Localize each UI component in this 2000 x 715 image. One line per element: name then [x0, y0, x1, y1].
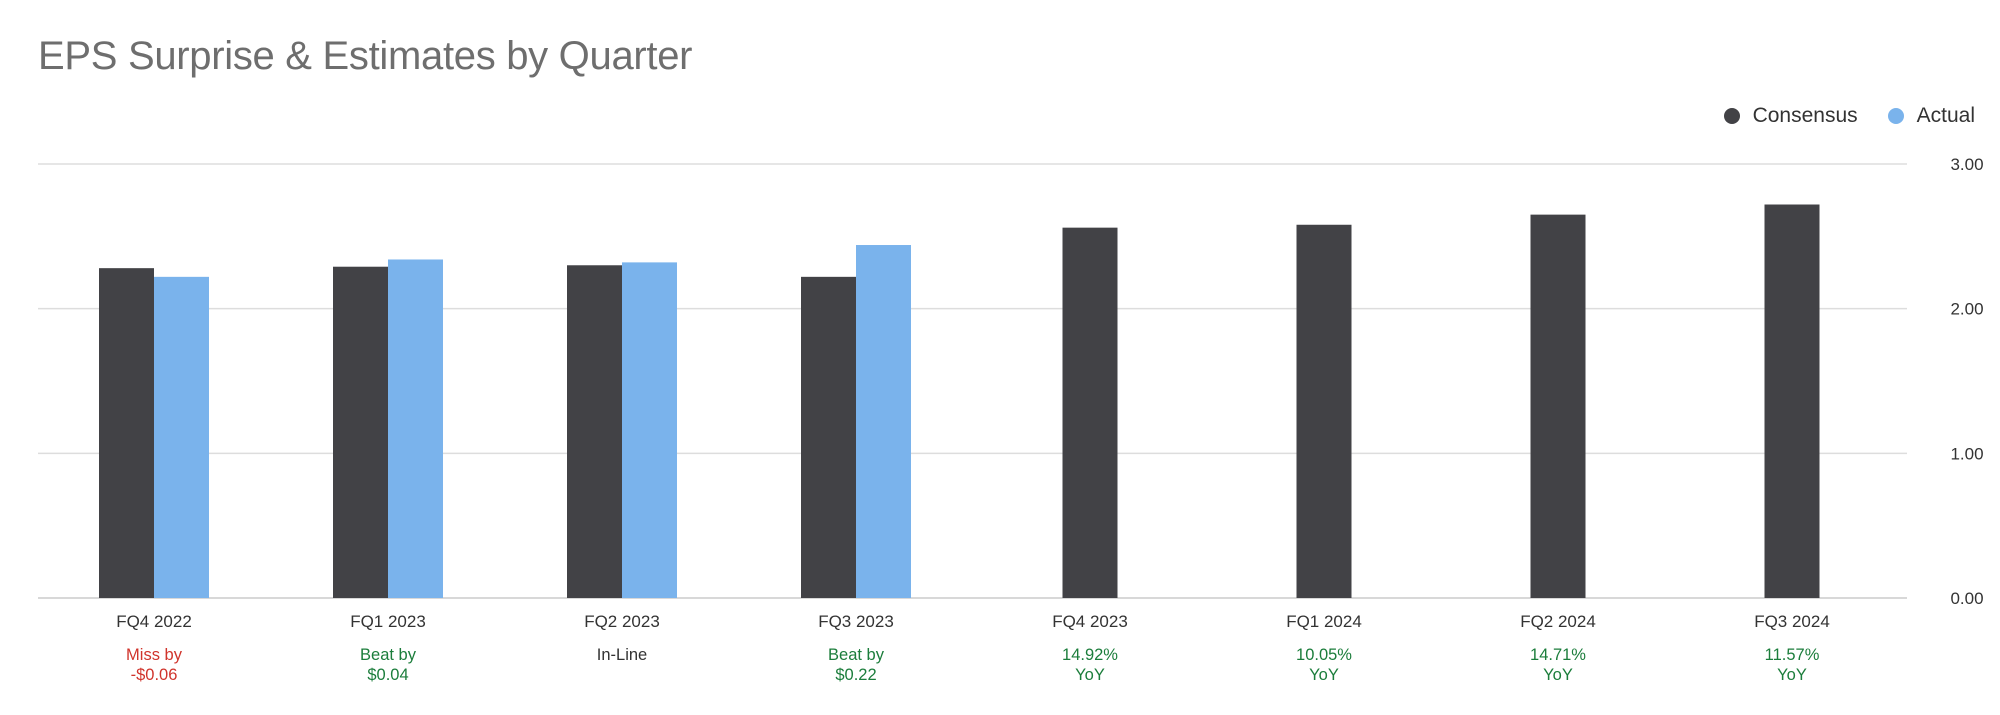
bar-consensus[interactable] [1062, 227, 1118, 599]
y-tick-label: 1.00 [1950, 444, 1983, 463]
y-tick-label: 2.00 [1950, 300, 1983, 319]
surprise-annotation: $0.22 [835, 666, 876, 684]
surprise-annotation: Beat by [360, 646, 417, 664]
surprise-annotation: Miss by [126, 646, 183, 664]
legend-item-actual[interactable]: Actual [1887, 104, 1975, 128]
surprise-annotation: YoY [1543, 666, 1573, 684]
surprise-annotation: In-Line [597, 646, 647, 664]
bar-consensus[interactable] [1530, 214, 1586, 598]
bar-actual[interactable] [856, 245, 911, 598]
surprise-annotation: $0.04 [367, 666, 408, 684]
x-tick-label: FQ2 2024 [1520, 612, 1596, 631]
x-tick-label: FQ1 2023 [350, 612, 426, 631]
x-tick-label: FQ4 2022 [116, 612, 192, 631]
surprise-annotation: YoY [1309, 666, 1339, 684]
x-tick-label: FQ1 2024 [1286, 612, 1362, 631]
surprise-annotation: 10.05% [1296, 646, 1352, 664]
surprise-annotation: -$0.06 [131, 666, 178, 684]
surprise-annotation: Beat by [828, 646, 885, 664]
surprise-annotation: 14.92% [1062, 646, 1118, 664]
x-tick-label: FQ2 2023 [584, 612, 660, 631]
x-tick-label: FQ3 2023 [818, 612, 894, 631]
surprise-annotation: YoY [1075, 666, 1105, 684]
y-tick-label: 0.00 [1950, 589, 1983, 608]
actual-swatch-icon [1887, 108, 1904, 124]
bar-actual[interactable] [154, 276, 209, 598]
legend-label-actual: Actual [1916, 104, 1975, 127]
bar-consensus[interactable] [801, 276, 856, 598]
surprise-annotation: 11.57% [1765, 646, 1820, 664]
bar-consensus[interactable] [567, 265, 622, 598]
bar-actual[interactable] [622, 262, 677, 598]
x-tick-label: FQ3 2024 [1754, 612, 1830, 631]
y-tick-label: 3.00 [1950, 155, 1983, 174]
consensus-swatch-icon [1723, 108, 1740, 124]
chart-legend: Consensus Actual [1723, 104, 1975, 128]
bar-actual[interactable] [388, 259, 443, 598]
surprise-annotation: 14.71% [1530, 646, 1586, 664]
chart-title: EPS Surprise & Estimates by Quarter [38, 34, 693, 78]
surprise-annotation: YoY [1777, 666, 1807, 684]
legend-item-consensus[interactable]: Consensus [1723, 104, 1858, 128]
bar-consensus[interactable] [1296, 224, 1352, 598]
bar-consensus[interactable] [99, 268, 154, 598]
legend-label-consensus: Consensus [1752, 104, 1858, 127]
bar-consensus[interactable] [1764, 204, 1820, 599]
x-tick-label: FQ4 2023 [1052, 612, 1128, 631]
bar-consensus[interactable] [333, 266, 388, 598]
